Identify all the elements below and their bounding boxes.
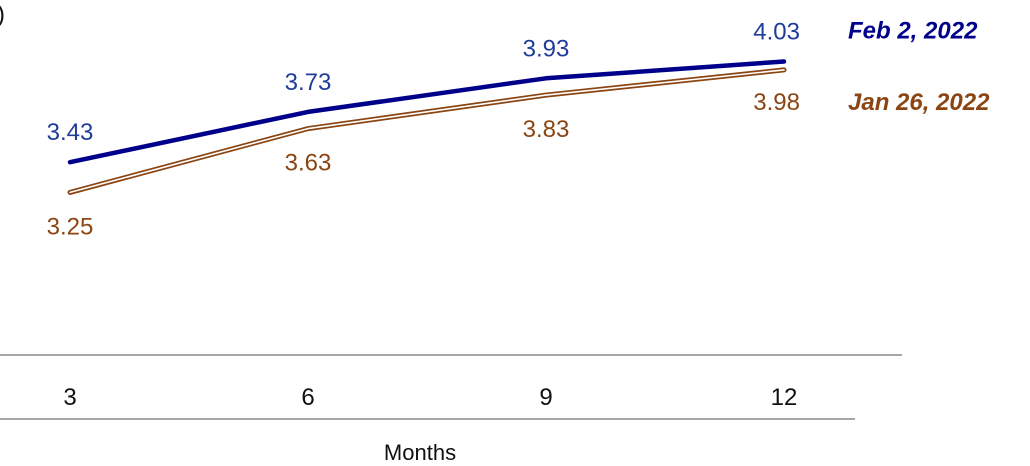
series-line-feb-2-2022: [67, 59, 787, 165]
legend: Feb 2, 2022 Jan 26, 2022: [848, 18, 990, 116]
series-line-jan-26-2022: [67, 67, 787, 195]
data-label: 4.03: [753, 19, 800, 46]
data-labels: 3.43 3.73 3.93 4.03 3.25 3.63 3.83 3.98: [47, 19, 800, 241]
data-label: 3.93: [523, 35, 570, 62]
x-tick-label: 9: [539, 384, 552, 411]
data-label: 3.73: [285, 69, 332, 96]
series-layer: [67, 59, 787, 195]
x-tick-labels: 3 6 9 12: [63, 384, 797, 411]
cropped-fragment: ): [0, 1, 5, 28]
legend-entry: Jan 26, 2022: [848, 89, 990, 116]
data-label: 3.63: [285, 150, 332, 177]
data-label: 3.98: [753, 89, 800, 116]
series-line-jan-26-2022-inner: [69, 69, 785, 194]
data-label: 3.83: [523, 116, 570, 143]
data-label: 3.25: [47, 213, 94, 240]
x-tick-label: 12: [771, 384, 798, 411]
x-axis-title: Months: [384, 440, 456, 465]
x-tick-label: 3: [63, 384, 76, 411]
legend-entry: Feb 2, 2022: [848, 18, 978, 45]
data-label: 3.43: [47, 119, 94, 146]
x-tick-label: 6: [301, 384, 314, 411]
